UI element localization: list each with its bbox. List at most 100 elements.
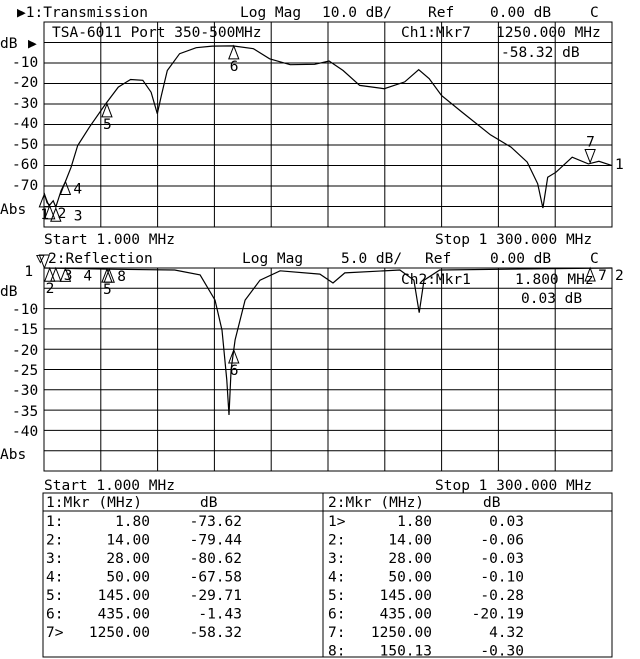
marker-5[interactable]: 5 xyxy=(101,102,113,133)
y-tick-label: -20 xyxy=(12,343,38,359)
marker-id: 5: xyxy=(46,588,63,604)
marker-triangle-icon xyxy=(50,206,62,222)
ch2-table-header-mkr: 2:Mkr (MHz) xyxy=(328,495,424,511)
ch1-y-axis-labels: dB -10 -20 -30 -40 -50 -60 -70 Abs xyxy=(0,36,38,218)
marker-table: 1:Mkr (MHz) dB 2:Mkr (MHz) dB 1: 1.80 -73.… xyxy=(42,492,613,659)
marker-number: 4 xyxy=(83,268,92,284)
ch1-table-header-db: dB xyxy=(200,495,218,511)
table-row: 2: 14.00 -79.44 xyxy=(46,533,242,549)
marker-number: 7 xyxy=(586,135,595,151)
marker-freq: 28.00 xyxy=(106,551,150,567)
ch1-active-marker-label: Ch1:Mkr7 xyxy=(401,25,471,41)
table-row: 3: 28.00 -0.03 xyxy=(328,551,524,567)
y-tick-label: -10 xyxy=(12,55,38,71)
table-row: 4: 50.00 -0.10 xyxy=(328,570,524,586)
ch1-title: ▶1:Transmission xyxy=(17,5,148,21)
y-tick-label: dB xyxy=(0,284,18,300)
y-tick-label: -40 xyxy=(12,424,38,440)
active-marker-triangle-icon xyxy=(38,254,51,270)
marker-id: 3: xyxy=(46,551,63,567)
y-tick-label: dB xyxy=(0,36,18,52)
marker-value: -0.06 xyxy=(480,533,524,549)
marker-id: 1> xyxy=(328,514,346,530)
marker-freq: 145.00 xyxy=(98,588,150,604)
marker-value: -58.32 xyxy=(190,625,242,641)
marker-freq: 14.00 xyxy=(106,533,150,549)
table-row: 8: 150.13 -0.30 xyxy=(328,644,524,659)
y-tick-label: -30 xyxy=(12,96,38,112)
marker-id: 4: xyxy=(328,570,345,586)
table-row: 5: 145.00 -0.28 xyxy=(328,588,524,604)
marker-2[interactable]: 2 xyxy=(43,204,67,222)
marker-triangle-icon xyxy=(43,266,56,282)
ch2-y-axis-labels: dB -10 -15 -20 -25 -30 -35 -40 Abs xyxy=(0,284,38,463)
ch2-trace-end-label: 2 xyxy=(615,268,624,284)
marker-6[interactable]: 6 xyxy=(228,348,240,379)
marker-freq: 1.80 xyxy=(397,514,432,530)
ch2-table-header-db: dB xyxy=(483,495,501,511)
marker-7[interactable]: 7 xyxy=(584,135,596,164)
y-tick-label: -25 xyxy=(12,363,38,379)
marker-value: -0.10 xyxy=(480,570,524,586)
marker-id: 4: xyxy=(46,570,63,586)
table-row: 2: 14.00 -0.06 xyxy=(328,533,524,549)
marker-id: 2: xyxy=(46,533,63,549)
marker-triangle-icon xyxy=(103,267,115,283)
table-row: 5: 145.00 -29.71 xyxy=(46,588,242,604)
marker-4[interactable]: 4 xyxy=(59,180,82,198)
marker-number: 6 xyxy=(230,59,239,75)
marker-value: 4.32 xyxy=(489,625,524,641)
ch1-trace xyxy=(43,45,613,209)
marker-freq: 435.00 xyxy=(380,607,432,623)
y-tick-label: -20 xyxy=(12,75,38,91)
marker-1[interactable]: 1 xyxy=(38,192,51,223)
marker-number: 2 xyxy=(46,281,55,297)
marker-value: -80.62 xyxy=(190,551,242,567)
ch1-format: Log Mag xyxy=(240,5,301,21)
y-tick-label: -70 xyxy=(12,178,38,194)
marker-value: 0.03 xyxy=(489,514,524,530)
marker-value: -1.43 xyxy=(198,607,242,623)
y-tick-label: -40 xyxy=(12,116,38,132)
ch1-flag: C xyxy=(590,5,599,21)
marker-id: 6: xyxy=(46,607,63,623)
marker-number: 1 xyxy=(24,264,33,280)
marker-2[interactable]: 2 xyxy=(43,266,56,297)
marker-value: -0.28 xyxy=(480,588,524,604)
marker-7[interactable]: 7 xyxy=(584,266,607,284)
marker-id: 7> xyxy=(46,625,64,641)
marker-value: -0.30 xyxy=(480,644,524,659)
trace-line xyxy=(43,267,613,416)
ch1-active-marker-value: -58.32 dB xyxy=(501,45,580,61)
table-row: 4: 50.00 -67.58 xyxy=(46,570,242,586)
marker-freq: 14.00 xyxy=(388,533,432,549)
ch2-scale: 5.0 dB/ xyxy=(341,251,402,267)
marker-number: 8 xyxy=(117,269,126,285)
table-row: 6: 435.00 -20.19 xyxy=(328,607,524,623)
marker-freq: 1250.00 xyxy=(371,625,432,641)
ch1-stop: Stop 1 300.000 MHz xyxy=(435,232,592,248)
ch2-flag: C xyxy=(590,251,599,267)
marker-triangle-icon xyxy=(43,204,56,220)
table-row: 1> 1.80 0.03 xyxy=(328,514,524,530)
table-row: 3: 28.00 -80.62 xyxy=(46,551,242,567)
ch1-markers: 1 2 3 4 5 6 7 xyxy=(38,44,596,224)
marker-8[interactable]: 8 xyxy=(103,267,126,285)
ch2-stop: Stop 1 300.000 MHz xyxy=(435,478,592,494)
marker-3[interactable]: 3 xyxy=(50,206,83,224)
table-row: 1: 1.80 -73.62 xyxy=(46,514,242,530)
marker-4[interactable]: 4 xyxy=(59,267,92,284)
marker-value: -79.44 xyxy=(190,533,243,549)
marker-1[interactable]: 1 xyxy=(24,254,51,280)
ch1-start: Start 1.000 MHz xyxy=(44,232,175,248)
ch2-ref-label: Ref xyxy=(425,251,451,267)
ch2-format: Log Mag xyxy=(242,251,303,267)
marker-id: 6: xyxy=(328,607,345,623)
marker-freq: 145.00 xyxy=(380,588,432,604)
y-tick-label: -30 xyxy=(12,383,38,399)
marker-6[interactable]: 6 xyxy=(228,44,240,75)
ch2-ref-value: 0.00 dB xyxy=(490,251,551,267)
ch1-trace-end-label: 1 xyxy=(615,157,624,173)
marker-freq: 50.00 xyxy=(106,570,150,586)
